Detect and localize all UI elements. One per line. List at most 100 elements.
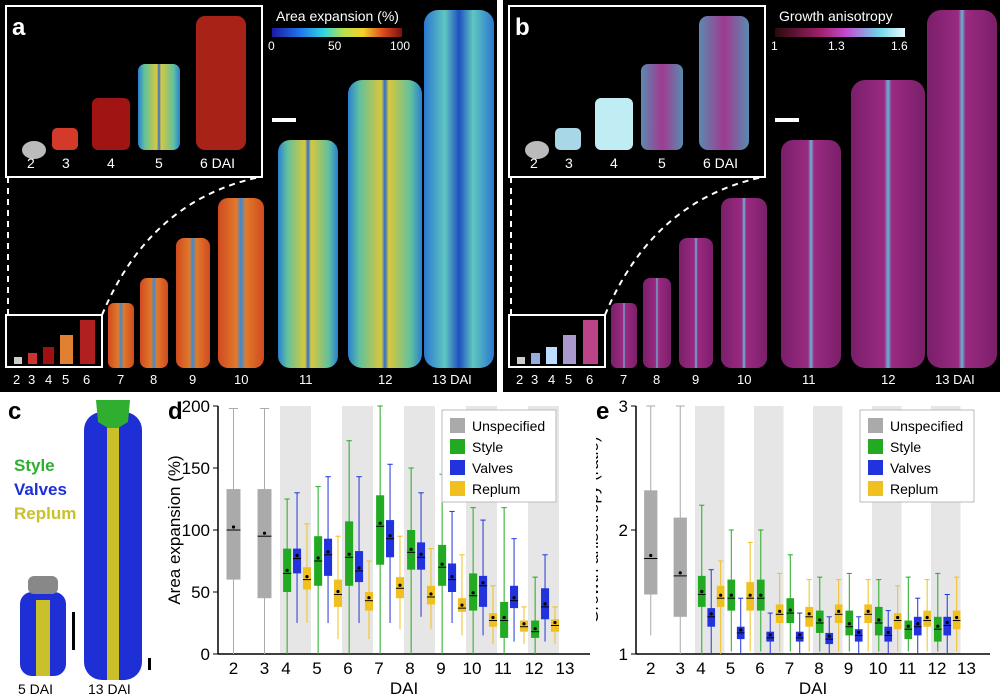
mean-dot	[857, 630, 861, 634]
x-axis-label: DAI	[799, 679, 827, 698]
inset-fruit-b-5	[641, 64, 683, 150]
x-tick-label: 11	[899, 659, 917, 678]
inset-fruit-b-3	[555, 128, 581, 150]
box	[825, 632, 834, 645]
x-tick-label: 5	[312, 659, 321, 678]
panel-c-label: c	[8, 398, 22, 425]
box	[815, 610, 824, 633]
mean-dot	[481, 581, 485, 585]
inset-fruit-4	[92, 98, 130, 150]
box	[324, 538, 333, 576]
mean-dot	[945, 620, 949, 625]
box	[834, 604, 843, 623]
mean-dot	[866, 609, 870, 613]
inset-day-b-2: 4	[610, 155, 618, 171]
legend-swatch	[450, 460, 465, 475]
fruit-13dai-style	[96, 400, 130, 428]
box	[673, 517, 687, 617]
mean-dot	[886, 630, 890, 634]
fruit-13dai-replum	[107, 420, 119, 680]
box	[775, 604, 784, 623]
scale-bar-b	[775, 118, 799, 122]
mean-dot	[326, 550, 330, 554]
fruit-b-12	[851, 80, 925, 368]
panel-c: c Style Valves Replum 5 DAI 13 DAI	[0, 396, 160, 699]
inset-fruit-6	[196, 16, 246, 150]
legend-swatch	[450, 418, 465, 433]
fruit-10	[218, 198, 264, 368]
day-a-8: 8	[150, 372, 158, 387]
legend-label: Style	[472, 439, 503, 455]
mean-dot	[877, 618, 881, 622]
box	[644, 490, 658, 595]
box	[707, 608, 716, 627]
colorbar-tick-a-0: 0	[268, 39, 275, 53]
panel-b: b Growth anisotropy 1 1.3 1.6 2 3 4 5 6 …	[503, 0, 1000, 392]
legend-label: Replum	[472, 481, 520, 497]
day-b-10: 10	[737, 372, 752, 387]
x-tick-label: 5	[726, 659, 735, 678]
mean-dot	[906, 624, 910, 628]
inset-day-a-3: 5	[155, 155, 163, 171]
mini-fruit-3	[28, 353, 37, 364]
day-b-11: 11	[802, 372, 816, 387]
box	[302, 567, 311, 590]
box	[913, 616, 922, 636]
mean-dot	[440, 562, 444, 566]
day-a-7: 7	[117, 372, 125, 387]
mean-dot	[460, 603, 464, 607]
box	[893, 613, 902, 630]
day-b-12: 12	[881, 372, 896, 387]
box	[226, 489, 241, 580]
box	[884, 626, 893, 642]
inset-fruit-b-2	[525, 141, 549, 159]
inset-box-small	[5, 314, 103, 368]
mean-dot	[837, 609, 841, 613]
legend-swatch	[450, 481, 465, 496]
legend-swatch	[868, 418, 883, 433]
x-tick-label: 6	[343, 659, 352, 678]
x-tick-label: 8	[405, 659, 414, 678]
mini-fruit-b-2	[517, 357, 525, 364]
inset-fruit-2	[22, 141, 46, 159]
mini-fruit-4	[43, 347, 54, 364]
mini-fruit-b-5	[563, 335, 576, 364]
panel-a-figure	[5, 5, 494, 368]
y-tick-label: 100	[182, 521, 210, 540]
box	[417, 542, 426, 570]
y-axis-label: Area expansion (%)	[166, 455, 184, 604]
colorbar-tick-b-0: 1	[771, 39, 778, 53]
box	[395, 577, 404, 599]
legend-label: Unspecified	[472, 418, 545, 434]
day-a-3: 3	[28, 372, 36, 387]
mean-dot	[336, 589, 340, 594]
mean-dot	[709, 612, 713, 616]
x-tick-label: 9	[844, 659, 853, 678]
box	[488, 613, 497, 627]
mean-dot	[719, 593, 723, 597]
mean-dot	[522, 622, 526, 626]
mini-fruit-b-4	[546, 347, 557, 364]
inset-fruit-3	[52, 128, 78, 150]
x-tick-label: 7	[785, 659, 794, 678]
fruit-b-9	[679, 238, 713, 368]
inset-connector-curve-b	[604, 176, 764, 316]
day-a-12: 12	[378, 372, 393, 387]
fruit-7	[108, 303, 134, 368]
y-tick-label: 2	[619, 521, 628, 540]
mean-dot	[471, 591, 475, 595]
mean-dot	[231, 525, 236, 529]
fruit-5dai-style	[28, 576, 58, 594]
inset-day-b-0: 2	[530, 155, 538, 171]
fruit-12	[348, 80, 422, 368]
box	[904, 620, 913, 640]
mean-dot	[305, 575, 309, 579]
mean-dot	[543, 602, 547, 606]
day-a-6: 6	[83, 372, 91, 387]
fruit-5dai-replum	[36, 600, 50, 676]
mean-dot	[450, 575, 454, 579]
inset-day-a-2: 4	[107, 155, 115, 171]
mean-dot	[739, 628, 743, 632]
legend-style: Style	[14, 456, 55, 475]
mini-fruit-b-6	[583, 320, 598, 364]
